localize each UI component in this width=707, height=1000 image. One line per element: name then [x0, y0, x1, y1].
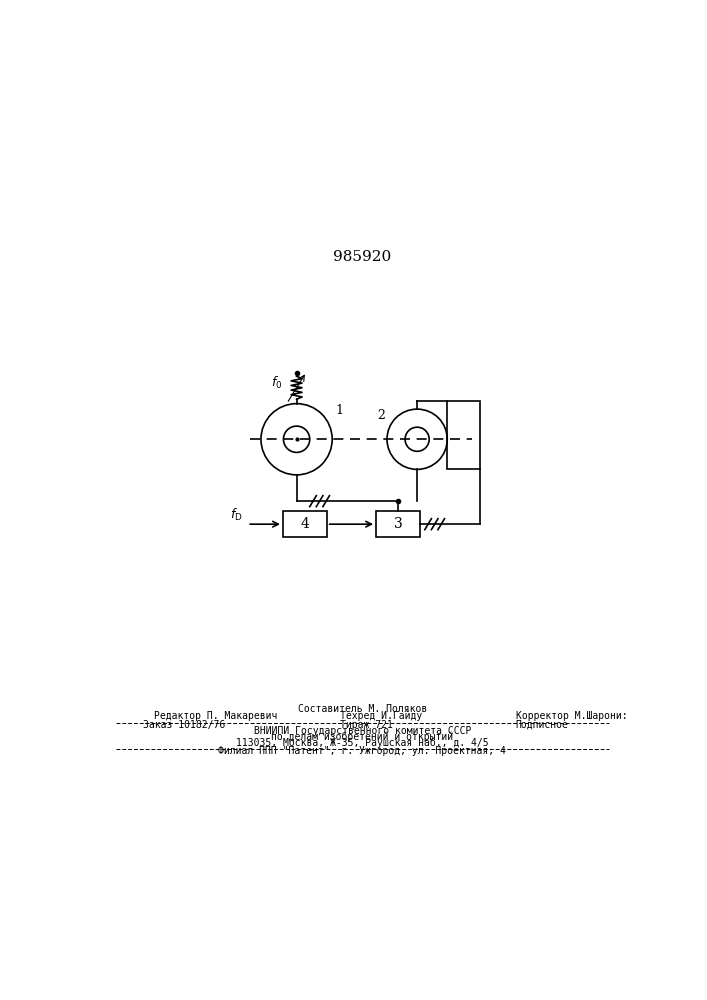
Text: Корректор М.Шарони:: Корректор М.Шарони: — [516, 711, 627, 721]
Text: Техред И.Гайду: Техред И.Гайду — [341, 711, 423, 721]
Text: по делам изобретений и открытий: по делам изобретений и открытий — [271, 731, 453, 742]
Text: 985920: 985920 — [333, 250, 392, 264]
Text: Подписное: Подписное — [516, 720, 568, 730]
Text: 2: 2 — [378, 409, 385, 422]
Text: 1: 1 — [335, 404, 343, 417]
Text: 3: 3 — [394, 517, 402, 531]
Bar — [376, 511, 420, 537]
Text: Редактор П. Макаревич: Редактор П. Макаревич — [154, 711, 278, 721]
Text: $f_0$: $f_0$ — [271, 375, 283, 391]
Text: 113035, Москва, Ж-35, Раушская наб., д. 4/5: 113035, Москва, Ж-35, Раушская наб., д. … — [236, 738, 489, 748]
Text: $f_{\mathsf{D}}$: $f_{\mathsf{D}}$ — [230, 506, 243, 523]
Text: Заказ 10182/76: Заказ 10182/76 — [144, 720, 226, 730]
Text: Тираж 721: Тираж 721 — [341, 720, 393, 730]
Text: Филиал ППП "Патент", г. Ужгород, ул. Проектная, 4: Филиал ППП "Патент", г. Ужгород, ул. Про… — [218, 746, 506, 756]
Text: Составитель М. Поляков: Составитель М. Поляков — [298, 704, 427, 714]
Bar — [283, 511, 327, 537]
Text: ВНИИПИ Государственного комитета СССР: ВНИИПИ Государственного комитета СССР — [254, 726, 471, 736]
Bar — [448, 401, 480, 469]
Text: 4: 4 — [300, 517, 309, 531]
